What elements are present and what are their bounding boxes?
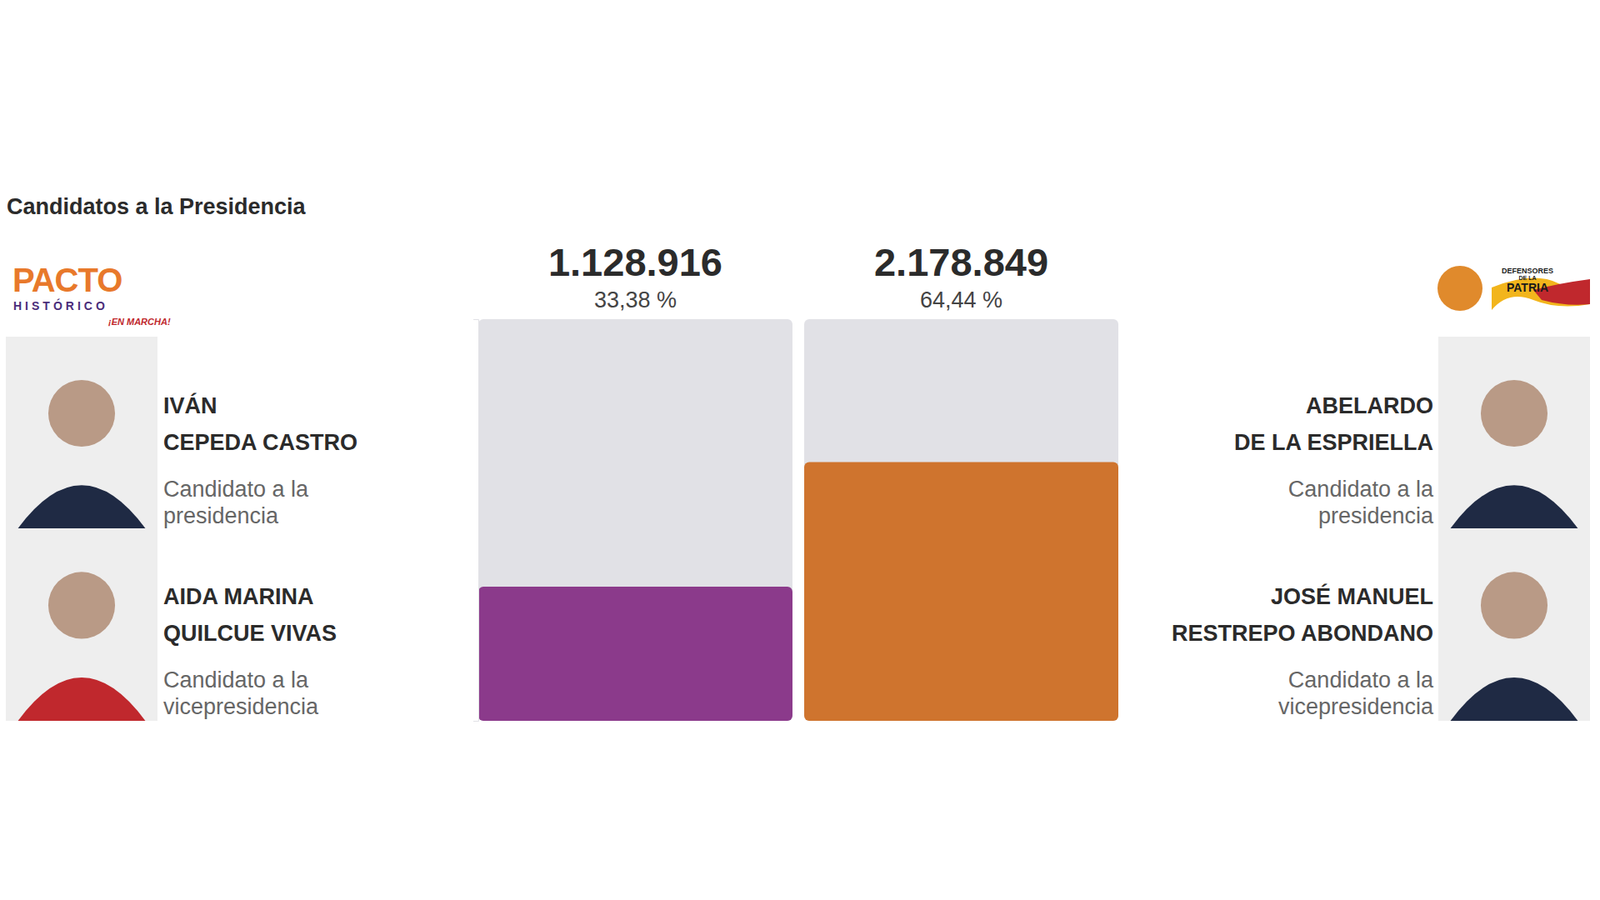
photo bbox=[5, 528, 158, 721]
bars bbox=[478, 461, 1119, 721]
photo-body bbox=[1450, 677, 1579, 721]
photo-head bbox=[1480, 571, 1548, 639]
candidate-role: Candidato a lapresidencia bbox=[163, 476, 310, 529]
logo-text: PATRIA bbox=[1506, 280, 1549, 295]
logo-text: DE LA bbox=[1519, 275, 1537, 281]
photo bbox=[1438, 528, 1590, 721]
title: Candidatos a la Presidencia bbox=[6, 194, 307, 220]
photo-head bbox=[48, 571, 115, 639]
logos: PACTOHISTÓRICO ¡EN MARCHA! DEFENSORESDE LA… bbox=[12, 261, 1590, 327]
photo-bg bbox=[1438, 528, 1590, 721]
bar bbox=[804, 461, 1119, 721]
photo-body bbox=[1450, 485, 1579, 529]
vote-label: 1.128.916 bbox=[548, 240, 723, 285]
y-axis bbox=[473, 320, 480, 722]
range-track bbox=[804, 319, 1119, 721]
photo-head bbox=[48, 380, 115, 447]
range-track bbox=[478, 319, 793, 721]
chart: Candidatos a la Presidencia 1.128.91633,3… bbox=[0, 0, 1600, 900]
axis-line bbox=[473, 320, 480, 722]
tracks bbox=[478, 319, 1119, 721]
photo-bg bbox=[1438, 336, 1590, 529]
data-labels: 1.128.91633,38 % 2.178.84964,44 % bbox=[548, 240, 1049, 313]
photo-head bbox=[1480, 380, 1548, 447]
vote-label: 2.178.849 bbox=[874, 240, 1049, 285]
bar bbox=[478, 586, 793, 721]
photo bbox=[5, 336, 158, 529]
logo-text: HISTÓRICO bbox=[13, 298, 109, 313]
photo-bg bbox=[5, 336, 158, 529]
logo-text: DEFENSORES bbox=[1501, 266, 1554, 275]
running-mate-role: Candidato a lavicepresidencia bbox=[1278, 667, 1435, 720]
photo-body bbox=[18, 485, 146, 529]
logo-tiger bbox=[1437, 265, 1483, 311]
photo-bg bbox=[5, 528, 158, 721]
running-mate-name: AIDA MARINAQUILCUE VIVAS bbox=[163, 584, 337, 646]
running-mate-name: JOSÉ MANUELRESTREPO ABONDANO bbox=[1171, 583, 1434, 646]
candidate-role: Candidato a lapresidencia bbox=[1288, 476, 1435, 529]
candidates: IVÁNCEPEDA CASTRO Candidato a lapresidenc… bbox=[5, 336, 1590, 721]
value-label: 33,38 % bbox=[594, 287, 677, 313]
logo-flag bbox=[1491, 278, 1590, 310]
photo-body bbox=[18, 677, 146, 721]
candidate-name: IVÁNCEPEDA CASTRO bbox=[163, 392, 358, 455]
running-mate-role: Candidato a lavicepresidencia bbox=[163, 667, 320, 720]
logo-text: ¡EN MARCHA! bbox=[108, 316, 171, 327]
value-label: 64,44 % bbox=[920, 287, 1003, 313]
logo-text: PACTO bbox=[12, 261, 122, 299]
candidate-name: ABELARDODE LA ESPRIELLA bbox=[1234, 393, 1434, 455]
photo bbox=[1438, 336, 1590, 529]
